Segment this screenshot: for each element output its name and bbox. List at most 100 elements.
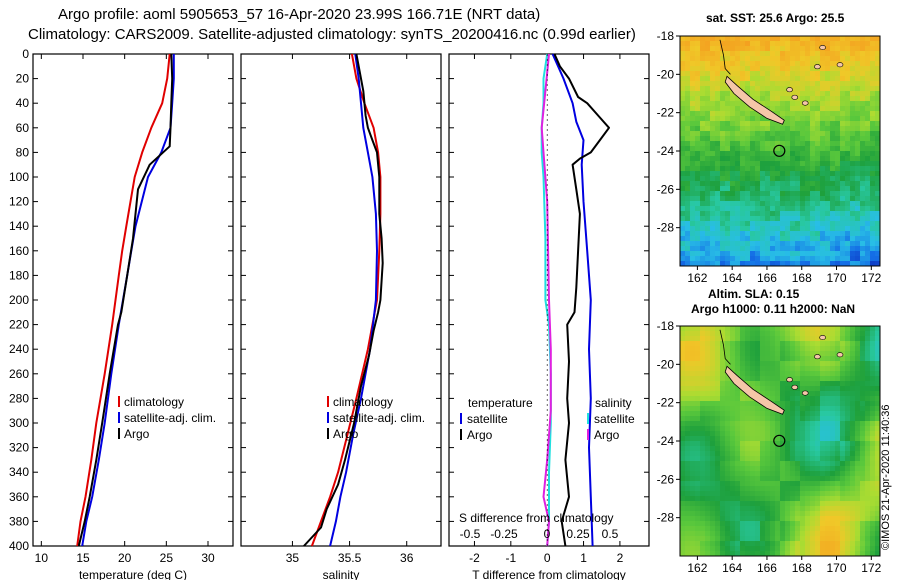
map-cell: [730, 106, 736, 112]
map-x-tick-label: 162: [687, 561, 707, 575]
map-cell: [750, 211, 756, 217]
map-cell: [800, 551, 806, 557]
map-cell: [735, 106, 741, 112]
map-cell: [740, 326, 746, 332]
map-cell: [860, 176, 866, 182]
map-cell: [775, 56, 781, 62]
map-cell: [750, 246, 756, 252]
map-cell: [875, 376, 881, 382]
map-cell: [810, 446, 816, 452]
map-cell: [700, 471, 706, 477]
map-cell: [845, 191, 851, 197]
map-cell: [715, 141, 721, 147]
map-cell: [825, 111, 831, 117]
map-cell: [695, 346, 701, 352]
map-cell: [795, 46, 801, 52]
map-cell: [790, 111, 796, 117]
map-cell: [795, 541, 801, 547]
map-cell: [790, 441, 796, 447]
map-cell: [860, 261, 866, 267]
map-cell: [855, 496, 861, 502]
map-cell: [760, 511, 766, 517]
map-cell: [810, 161, 816, 167]
map-cell: [700, 151, 706, 157]
map-cell: [875, 196, 881, 202]
map-cell: [815, 411, 821, 417]
map-cell: [755, 346, 761, 352]
map-cell: [700, 526, 706, 532]
map-cell: [755, 541, 761, 547]
map-cell: [795, 361, 801, 367]
map-cell: [680, 451, 686, 457]
map-cell: [680, 181, 686, 187]
map-cell: [820, 326, 826, 332]
map-cell: [700, 216, 706, 222]
map-cell: [685, 476, 691, 482]
map-cell: [855, 346, 861, 352]
map-cell: [775, 511, 781, 517]
map-cell: [775, 446, 781, 452]
map-cell: [830, 416, 836, 422]
map-cell: [785, 381, 791, 387]
map-cell: [870, 336, 876, 342]
map-cell: [870, 546, 876, 552]
map-cell: [765, 456, 771, 462]
map-cell: [755, 116, 761, 122]
map-cell: [740, 186, 746, 192]
map-cell: [775, 106, 781, 112]
map-cell: [855, 256, 861, 262]
map-cell: [715, 416, 721, 422]
map-cell: [815, 346, 821, 352]
map-cell: [860, 236, 866, 242]
legend-label: satellite-adj. clim.: [124, 411, 216, 425]
map-cell: [825, 51, 831, 57]
map-cell: [790, 341, 796, 347]
map-cell: [860, 441, 866, 447]
map-cell: [765, 51, 771, 57]
map-cell: [710, 231, 716, 237]
map-cell: [835, 141, 841, 147]
map-cell: [775, 91, 781, 97]
map-cell: [825, 181, 831, 187]
map-cell: [740, 366, 746, 372]
map-cell: [685, 186, 691, 192]
map-cell: [695, 476, 701, 482]
map-cell: [870, 446, 876, 452]
map-cell: [865, 116, 871, 122]
map-cell: [775, 156, 781, 162]
map-cell: [845, 256, 851, 262]
map-cell: [850, 361, 856, 367]
map-cell: [870, 486, 876, 492]
map-cell: [785, 486, 791, 492]
map-cell: [690, 441, 696, 447]
map-cell: [715, 456, 721, 462]
map-cell: [870, 466, 876, 472]
map-cell: [850, 236, 856, 242]
map-cell: [860, 116, 866, 122]
map-cell: [795, 231, 801, 237]
map-cell: [680, 471, 686, 477]
map-cell: [755, 551, 761, 557]
map-cell: [770, 171, 776, 177]
map-cell: [825, 131, 831, 137]
map-cell: [870, 161, 876, 167]
map-cell: [770, 501, 776, 507]
map-cell: [815, 416, 821, 422]
map-cell: [690, 261, 696, 267]
map-cell: [850, 91, 856, 97]
map-cell: [760, 41, 766, 47]
map-cell: [695, 81, 701, 87]
map-cell: [875, 166, 881, 172]
map-cell: [720, 371, 726, 377]
map-cell: [770, 51, 776, 57]
map-cell: [760, 191, 766, 197]
map-cell: [800, 346, 806, 352]
map-cell: [740, 146, 746, 152]
map-cell: [800, 106, 806, 112]
map-cell: [775, 466, 781, 472]
map-cell: [740, 211, 746, 217]
map-cell: [750, 216, 756, 222]
map-cell: [840, 431, 846, 437]
map-cell: [730, 46, 736, 52]
map-x-tick-label: 168: [792, 561, 812, 575]
